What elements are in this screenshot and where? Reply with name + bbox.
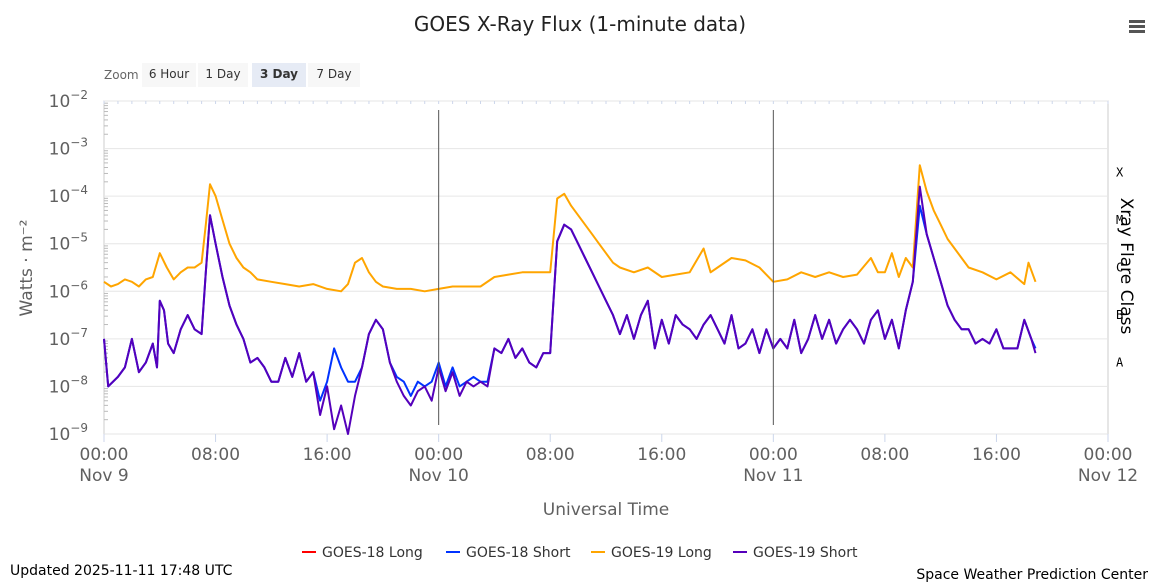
y-tick-label: 10−6 [49,278,88,302]
y-axis-title: Watts · m⁻² [17,220,37,317]
series [103,164,1037,435]
zoom-button-6-hour[interactable]: 6 Hour [142,63,196,87]
legend-item[interactable]: GOES-18 Short [446,545,571,561]
flare-class-label: C [1116,261,1123,275]
x-axis-title: Universal Time [543,500,669,520]
plot-area [103,100,1109,435]
updated-timestamp: Updated 2025-11-11 17:48 UTC [10,563,233,579]
x-tick-date-label: Nov 11 [743,466,803,486]
zoom-button-label: 7 Day [316,67,351,81]
legend-label: GOES-19 Long [611,545,712,561]
y-tick-label: 10−7 [49,326,88,350]
series-line-goes-19-long [103,164,1037,293]
x-tick-label: 08:00 [191,445,240,465]
y-tick-label: 10−5 [49,231,88,255]
zoom-button-3-day[interactable]: 3 Day [252,63,306,87]
x-tick-label: 00:00 [1084,445,1133,465]
y-tick-label: 10−8 [49,373,88,397]
x-tick-label: 00:00 [414,445,463,465]
zoom-button-1-day[interactable]: 1 Day [198,63,248,87]
hamburger-menu-icon[interactable] [1129,20,1145,33]
legend-item[interactable]: GOES-19 Long [591,545,712,561]
zoom-button-label: 6 Hour [149,67,189,81]
x-tick-label: 16:00 [972,445,1021,465]
series-line-goes-19-short [103,185,1037,435]
day-markers [438,110,774,425]
credit-text: Space Weather Prediction Center [916,567,1148,583]
x-tick-label: 00:00 [749,445,798,465]
zoom-label: Zoom [104,68,139,82]
zoom-controls: Zoom 6 Hour 1 Day 3 Day 7 Day [104,63,360,87]
zoom-button-label: 1 Day [205,67,240,81]
legend-label: GOES-19 Short [753,545,858,561]
legend-item[interactable]: GOES-18 Long [302,545,423,561]
zoom-button-7-day[interactable]: 7 Day [308,63,360,87]
axes: 10−210−310−410−510−610−710−810−900:00Nov… [49,88,1138,486]
x-tick-label: 08:00 [526,445,575,465]
flare-class-axis-title: Xray Flare Class [1116,198,1136,335]
x-tick-label: 08:00 [860,445,909,465]
grid [103,100,1109,435]
x-tick-label: 16:00 [637,445,686,465]
legend-item[interactable]: GOES-19 Short [733,545,858,561]
legend-label: GOES-18 Short [466,545,571,561]
x-tick-date-label: Nov 12 [1078,466,1138,486]
series-line-goes-18-short [103,204,1037,402]
flare-class-label: M [1116,213,1123,227]
chart-title: GOES X-Ray Flux (1-minute data) [414,12,746,36]
x-tick-date-label: Nov 10 [409,466,469,486]
flare-class-label: B [1116,308,1123,322]
y-tick-label: 10−9 [49,421,88,445]
y-tick-label: 10−4 [49,183,88,207]
flare-class-label: A [1116,356,1124,370]
y-tick-label: 10−2 [49,88,88,112]
x-tick-label: 00:00 [80,445,129,465]
legend-label: GOES-18 Long [322,545,423,561]
legend: GOES-18 Long GOES-18 Short GOES-19 Long GOE… [302,545,858,561]
y-tick-label: 10−3 [49,136,88,160]
flare-class-label: X [1116,165,1124,179]
x-tick-label: 16:00 [303,445,352,465]
zoom-button-label: 3 Day [260,67,298,81]
x-tick-date-label: Nov 9 [79,466,128,486]
